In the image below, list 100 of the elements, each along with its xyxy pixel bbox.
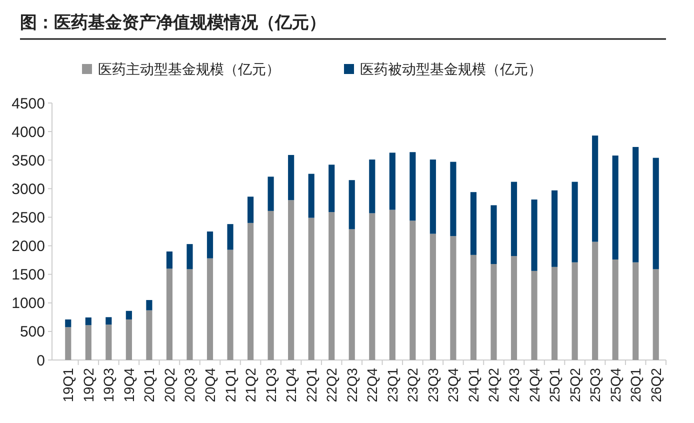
x-tick-label: 21Q1 xyxy=(222,368,238,402)
bar xyxy=(227,224,234,250)
bar xyxy=(166,268,173,360)
x-tick-label: 26Q2 xyxy=(648,368,664,402)
bar xyxy=(551,190,558,267)
bar xyxy=(389,210,396,360)
bar xyxy=(146,300,152,310)
bar xyxy=(410,220,416,360)
bar xyxy=(288,154,294,200)
x-tick-label: 25Q2 xyxy=(566,368,583,402)
bar xyxy=(510,256,518,360)
bar xyxy=(652,158,659,270)
x-tick-label: 23Q3 xyxy=(424,368,441,402)
bar xyxy=(470,192,477,255)
bar xyxy=(288,200,294,360)
x-tick-label: 19Q3 xyxy=(100,368,117,402)
y-tick-label: 4500 xyxy=(12,95,45,112)
bar xyxy=(632,262,639,360)
x-tick-label: 24Q1 xyxy=(465,368,482,402)
x-tick-label: 19Q1 xyxy=(60,368,76,402)
bar xyxy=(592,136,598,242)
x-tick-label: 25Q4 xyxy=(607,368,624,402)
bar xyxy=(389,152,396,210)
bar xyxy=(106,324,112,360)
x-tick-label: 21Q4 xyxy=(283,368,300,402)
legend-label: 医药被动型基金规模（亿元） xyxy=(360,61,542,77)
bar xyxy=(206,258,214,360)
y-tick-label: 4000 xyxy=(12,124,45,141)
x-tick-label: 23Q2 xyxy=(404,368,421,402)
bar xyxy=(490,205,497,264)
bar xyxy=(572,182,578,262)
bar xyxy=(430,160,436,234)
bar xyxy=(490,264,497,360)
x-tick-label: 21Q3 xyxy=(262,368,279,402)
y-tick-label: 1500 xyxy=(12,266,45,284)
x-tick-label: 23Q1 xyxy=(384,368,400,402)
bar xyxy=(186,244,193,270)
x-tick-label: 23Q4 xyxy=(445,368,462,402)
y-tick-label: 3500 xyxy=(12,152,45,170)
bar xyxy=(166,251,173,269)
x-tick-label: 24Q2 xyxy=(486,368,502,402)
bar xyxy=(369,160,376,214)
bar xyxy=(551,266,558,360)
x-tick-label: 20Q1 xyxy=(141,368,158,402)
x-tick-label: 25Q1 xyxy=(546,368,563,402)
bar xyxy=(227,250,234,360)
bar xyxy=(531,200,538,271)
bar xyxy=(510,182,518,256)
bar xyxy=(85,325,92,360)
bar xyxy=(369,213,376,360)
x-tick-label: 22Q1 xyxy=(303,368,320,402)
bar xyxy=(612,156,618,260)
x-tick-label: 22Q4 xyxy=(364,368,380,402)
x-tick-label: 21Q2 xyxy=(242,368,259,402)
y-tick-label: 2000 xyxy=(12,238,45,256)
y-tick-label: 1000 xyxy=(12,295,45,312)
bar xyxy=(652,269,659,360)
bar xyxy=(247,196,254,223)
bar xyxy=(308,218,314,360)
bar xyxy=(65,319,72,328)
x-tick-label: 22Q3 xyxy=(344,368,360,402)
bar xyxy=(592,242,598,360)
x-tick-label: 25Q3 xyxy=(587,368,604,402)
bar xyxy=(450,236,456,360)
bar xyxy=(328,164,335,212)
bar xyxy=(126,310,132,320)
x-tick-label: 24Q3 xyxy=(506,368,522,402)
x-tick-label: 26Q1 xyxy=(628,368,644,402)
bar xyxy=(430,234,436,360)
bar xyxy=(348,229,355,360)
bar xyxy=(186,269,193,360)
bar xyxy=(268,210,274,360)
bar xyxy=(85,317,92,326)
chart-title: 图：医药基金资产净值规模情况（亿元） xyxy=(20,13,326,32)
bar xyxy=(146,310,152,360)
bar xyxy=(572,262,578,360)
x-tick-label: 24Q4 xyxy=(526,368,542,402)
bar xyxy=(206,232,214,258)
x-tick-label: 22Q2 xyxy=(324,368,340,402)
bar xyxy=(268,176,274,211)
x-tick-label: 19Q4 xyxy=(120,368,137,402)
x-tick-label: 20Q4 xyxy=(202,368,218,402)
legend-label: 医药主动型基金规模（亿元） xyxy=(98,61,280,77)
bar xyxy=(632,146,639,262)
bar xyxy=(126,319,132,360)
y-tick-label: 500 xyxy=(20,324,45,341)
y-tick-label: 0 xyxy=(36,352,45,370)
bar xyxy=(450,162,456,236)
x-tick-label: 20Q2 xyxy=(161,368,178,402)
x-tick-label: 19Q2 xyxy=(80,368,96,402)
bar xyxy=(470,254,477,360)
bar xyxy=(106,317,112,325)
y-tick-label: 2500 xyxy=(12,209,45,226)
bar xyxy=(65,327,72,360)
bar xyxy=(308,174,314,218)
bar xyxy=(328,212,335,360)
y-tick-label: 3000 xyxy=(12,180,45,198)
bar xyxy=(410,152,416,221)
bar xyxy=(612,259,618,360)
bar xyxy=(247,222,254,360)
